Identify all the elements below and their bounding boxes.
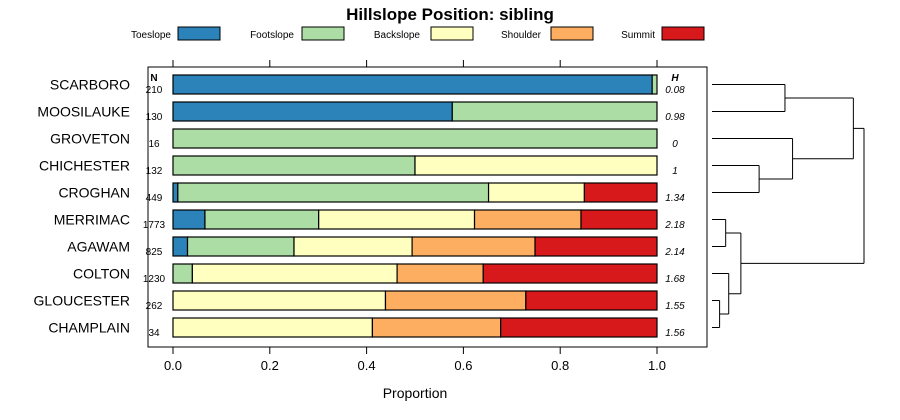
bar-moosilauke-footslope [451,101,658,122]
n-value-champlain: 34 [148,328,160,339]
n-value-agawam: 825 [146,247,163,258]
bar-groveton-footslope [172,128,658,149]
bar-croghan-footslope [177,182,490,203]
x-tick-label-4: 0.8 [551,358,569,373]
legend-swatch-summit [661,26,705,41]
bar-chichester-backslope [414,155,658,176]
x-tick-label-2: 0.4 [358,358,376,373]
bar-agawam-shoulder [411,236,536,257]
legend-label-toeslope: Toeslope [131,30,171,41]
bar-champlain-summit [500,317,658,338]
h-value-moosilauke: 0.98 [665,112,685,123]
bar-scarboro-footslope [651,74,658,95]
row-label-colton: COLTON [73,266,130,282]
legend: Toeslope Footslope Backslope Shoulder Summit [131,26,705,41]
legend-label-shoulder: Shoulder [501,30,542,41]
plot-panel [147,66,708,348]
bar-champlain-backslope [172,317,374,338]
n-value-gloucester: 262 [146,301,163,312]
n-value-moosilauke: 130 [146,112,163,123]
h-value-gloucester: 1.55 [665,301,685,312]
chart-title: Hillslope Position: sibling [346,5,554,24]
bar-gloucester-backslope [172,290,387,311]
h-value-colton: 1.68 [665,274,685,285]
bar-colton-shoulder [396,263,484,284]
row-label-agawam: AGAWAM [67,239,130,255]
n-header: N [150,73,157,84]
x-axis-label: Proportion [383,385,448,401]
legend-label-backslope: Backslope [374,30,421,41]
bar-agawam-toeslope [172,236,189,257]
bar-merrimac-shoulder [473,209,582,230]
bar-croghan-summit [583,182,658,203]
h-value-scarboro: 0.08 [665,85,685,96]
bars [172,74,658,338]
x-tick-label-1: 0.2 [261,358,279,373]
h-header: H [671,73,679,84]
bar-colton-summit [482,263,658,284]
h-value-croghan: 1.34 [665,193,685,204]
n-value-groveton: 16 [148,139,160,150]
legend-swatch-footslope [301,26,345,41]
bar-colton-backslope [191,263,398,284]
n-value-chichester: 132 [146,166,163,177]
row-label-chichester: CHICHESTER [39,158,130,174]
bar-moosilauke-toeslope [172,101,453,122]
n-value-merrimac: 1773 [143,220,166,231]
n-value-colton: 1230 [143,274,166,285]
bar-scarboro-toeslope [172,74,653,95]
bar-gloucester-shoulder [384,290,527,311]
row-label-merrimac: MERRIMAC [54,212,130,228]
h-value-champlain: 1.56 [665,328,685,339]
row-labels: SCARBORO 210 0.08 MOOSILAUKE 130 0.98 GROVETON… [34,77,686,340]
row-label-moosilauke: MOOSILAUKE [37,104,130,120]
x-axis: 0.0 0.2 0.4 0.6 0.8 1.0 [164,60,666,373]
legend-label-summit: Summit [621,30,655,41]
x-tick-label-0: 0.0 [164,358,182,373]
bar-chichester-footslope [172,155,416,176]
legend-swatch-shoulder [550,26,594,41]
bar-merrimac-summit [580,209,658,230]
bar-agawam-backslope [293,236,413,257]
h-value-merrimac: 2.18 [664,220,685,231]
row-label-gloucester: GLOUCESTER [34,293,130,309]
h-value-chichester: 1 [672,166,678,177]
h-value-groveton: 0 [672,139,678,150]
row-label-scarboro: SCARBORO [50,77,130,93]
bar-colton-footslope [172,263,193,284]
bar-gloucester-summit [525,290,658,311]
bar-agawam-footslope [186,236,295,257]
n-value-scarboro: 210 [146,85,163,96]
legend-swatch-backslope [430,26,474,41]
bar-croghan-backslope [487,182,585,203]
n-value-croghan: 449 [146,193,163,204]
dendrogram [712,84,865,328]
bar-croghan-toeslope [172,182,179,203]
bar-champlain-shoulder [371,317,502,338]
row-label-groveton: GROVETON [50,131,130,147]
bar-merrimac-toeslope [172,209,206,230]
legend-swatch-toeslope [177,26,221,41]
x-tick-label-3: 0.6 [454,358,472,373]
bar-agawam-summit [534,236,658,257]
bar-merrimac-backslope [318,209,476,230]
legend-label-footslope: Footslope [250,30,294,41]
h-value-agawam: 2.14 [664,247,685,258]
x-tick-label-5: 1.0 [648,358,666,373]
row-label-croghan: CROGHAN [58,185,130,201]
row-label-champlain: CHAMPLAIN [48,320,130,336]
bar-merrimac-footslope [204,209,320,230]
